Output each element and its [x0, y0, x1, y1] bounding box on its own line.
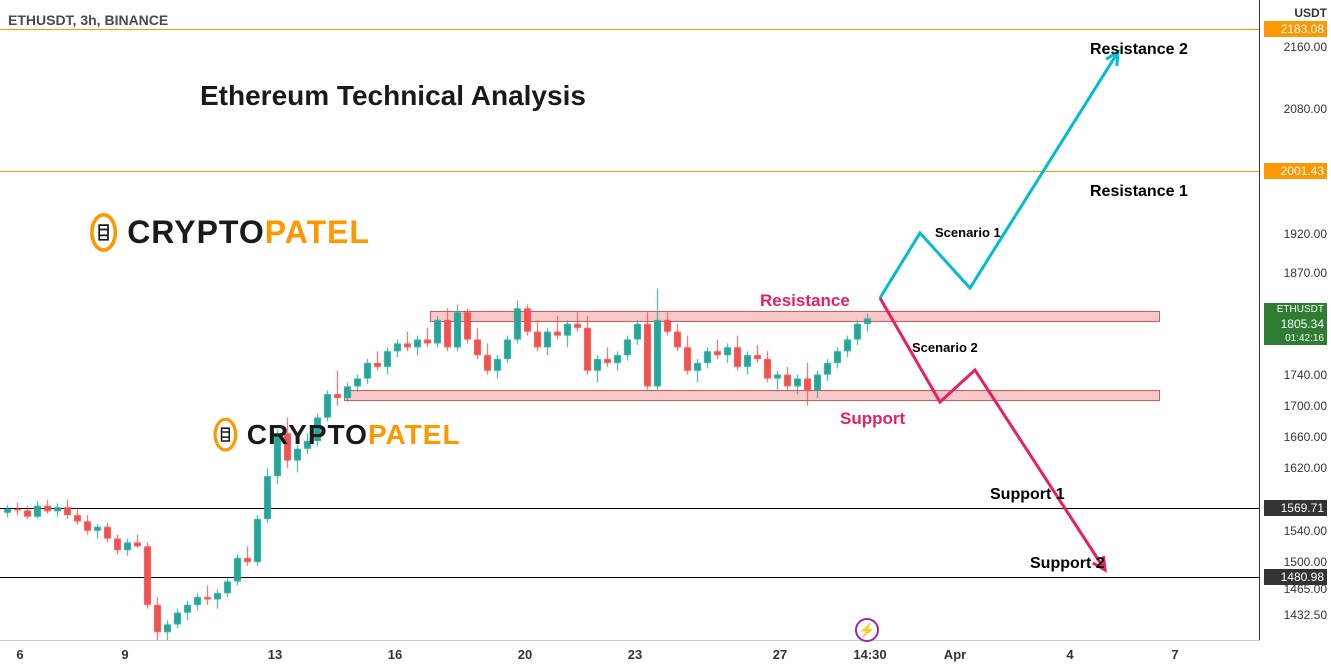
price-tick: 1620.00 [1284, 461, 1327, 475]
price-tick: 2160.00 [1284, 40, 1327, 54]
chart-main-area[interactable]: ETHUSDT, 3h, BINANCE Ethereum Technical … [0, 0, 1260, 640]
scenario-label: Scenario 1 [935, 225, 1001, 240]
time-tick: 9 [121, 647, 128, 662]
candle-canvas[interactable] [0, 0, 1260, 640]
time-tick: 6 [16, 647, 23, 662]
chart-container: ETHUSDT, 3h, BINANCE Ethereum Technical … [0, 0, 1331, 671]
price-tick: 1432.50 [1284, 608, 1327, 622]
time-tick: 27 [773, 647, 787, 662]
price-tick: 1700.00 [1284, 399, 1327, 413]
price-tick: 2080.00 [1284, 102, 1327, 116]
cryptopatel-logo: CRYPTOPATEL [210, 415, 461, 454]
price-badge[interactable]: 2001.43 [1260, 161, 1331, 181]
price-axis[interactable]: USDT 2160.002080.001920.001870.001740.00… [1260, 0, 1331, 640]
price-badge[interactable]: 1480.98 [1260, 567, 1331, 587]
time-tick: 7 [1171, 647, 1178, 662]
price-tick: 1920.00 [1284, 227, 1327, 241]
zone-label: Resistance [760, 291, 850, 311]
time-tick: 4 [1066, 647, 1073, 662]
chart-title: Ethereum Technical Analysis [200, 80, 586, 112]
price-tick: 1660.00 [1284, 430, 1327, 444]
level-annotation: Resistance 2 [1090, 41, 1188, 59]
scenario-label: Scenario 2 [912, 340, 978, 355]
zone-label: Support [840, 409, 905, 429]
logo-icon [210, 415, 241, 454]
time-tick: 13 [268, 647, 282, 662]
logo-icon [86, 210, 121, 255]
time-tick: 16 [388, 647, 402, 662]
time-tick: 14:30 [853, 647, 886, 662]
time-axis[interactable]: 6 9 13 16 20 23 27 14:30 Apr 4 7 [0, 640, 1260, 671]
price-badge[interactable]: 2183.08 [1260, 19, 1331, 39]
time-tick: 23 [628, 647, 642, 662]
price-badge[interactable]: 1569.71 [1260, 498, 1331, 518]
time-tick: Apr [944, 647, 966, 662]
price-tick: 1870.00 [1284, 266, 1327, 280]
level-annotation: Support 2 [1030, 555, 1105, 573]
bolt-icon[interactable]: ⚡ [855, 618, 879, 642]
symbol-header: ETHUSDT, 3h, BINANCE [8, 12, 168, 28]
time-tick: 20 [518, 647, 532, 662]
price-tick: 1740.00 [1284, 368, 1327, 382]
price-tick: 1540.00 [1284, 524, 1327, 538]
level-annotation: Resistance 1 [1090, 183, 1188, 201]
price-badge[interactable]: ETHUSDT1805.3401:42:16 [1260, 301, 1331, 347]
cryptopatel-logo: CRYPTOPATEL [86, 210, 370, 255]
level-annotation: Support 1 [990, 486, 1065, 504]
